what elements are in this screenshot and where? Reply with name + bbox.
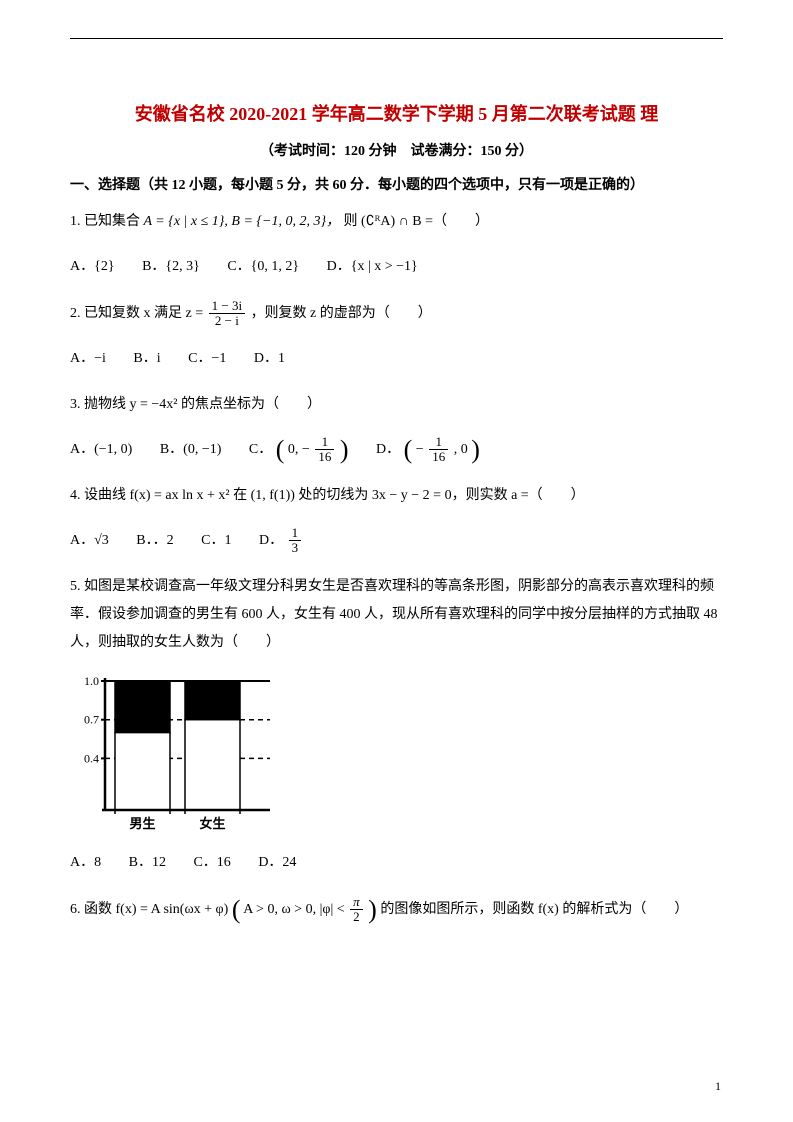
svg-text:1.0: 1.0 bbox=[84, 674, 99, 688]
page-number: 1 bbox=[715, 1079, 721, 1094]
q2-option-a: A．−i bbox=[70, 344, 106, 375]
q4-option-b: B．．2 bbox=[136, 526, 173, 557]
q3-option-a: A．(−1, 0) bbox=[70, 435, 132, 466]
q4-option-a: A．√3 bbox=[70, 526, 109, 557]
exam-subtitle: （考试时间：120 分钟 试卷满分：150 分） bbox=[70, 140, 723, 160]
q4-stem: 4. 设曲线 f(x) = ax ln x + x² 在 (1, f(1)) 处… bbox=[70, 488, 585, 503]
q4-d-den: 3 bbox=[289, 541, 302, 555]
q1-option-b: B．{2, 3} bbox=[142, 252, 200, 283]
q3-c-num: 1 bbox=[315, 435, 334, 450]
q4-d-num: 1 bbox=[289, 526, 302, 541]
q3-c-in1: 0, − bbox=[288, 442, 310, 457]
q3-d-pre: D． bbox=[376, 442, 400, 457]
bar-chart-icon: 0.4 0.7 1.0 男生 女生 bbox=[70, 673, 280, 838]
left-paren-icon: ( bbox=[404, 435, 413, 464]
q2-option-b: B．i bbox=[133, 344, 160, 375]
left-paren-icon: ( bbox=[232, 894, 241, 923]
right-paren-icon: ) bbox=[340, 435, 349, 464]
section-1-heading: 一、选择题（共 12 小题，每小题 5 分，共 60 分．每小题的四个选项中，只… bbox=[70, 174, 723, 194]
q1-stem-math: A = {x | x ≤ 1}, B = {−1, 0, 2, 3}， bbox=[144, 214, 341, 229]
q2-option-c: C．−1 bbox=[188, 344, 226, 375]
q3-option-b: B．(0, −1) bbox=[160, 435, 222, 466]
q3-d-in1: − bbox=[416, 442, 424, 457]
q5-option-d: D．24 bbox=[258, 848, 296, 879]
q2-stem-post: ，则复数 z 的虚部为（ ） bbox=[251, 306, 432, 321]
question-4: 4. 设曲线 f(x) = ax ln x + x² 在 (1, f(1)) 处… bbox=[70, 482, 723, 510]
q2-fraction: 1 − 3i 2 − i bbox=[209, 299, 245, 329]
q3-d-in2: , 0 bbox=[454, 442, 468, 457]
q1-option-a: A．{2} bbox=[70, 252, 115, 283]
q1-option-d: D．{x | x > −1} bbox=[327, 252, 418, 283]
q6-frac-den: 2 bbox=[350, 910, 363, 924]
q6-stem-pre: 6. 函数 f(x) = A sin(ωx + φ) bbox=[70, 902, 232, 917]
question-2-options: A．−i B．i C．−1 D．1 bbox=[70, 344, 723, 375]
q2-frac-num: 1 − 3i bbox=[209, 299, 245, 314]
svg-text:男生: 男生 bbox=[129, 816, 155, 831]
right-paren-icon: ) bbox=[471, 435, 480, 464]
q2-frac-den: 2 − i bbox=[209, 314, 245, 328]
q5-option-a: A．8 bbox=[70, 848, 101, 879]
question-3: 3. 抛物线 y = −4x² 的焦点坐标为（ ） bbox=[70, 391, 723, 419]
q6-stem-post: 的图像如图所示，则函数 f(x) 的解析式为（ ） bbox=[380, 902, 688, 917]
question-3-options: A．(−1, 0) B．(0, −1) C． ( 0, − 1 16 ) D． … bbox=[70, 435, 723, 466]
q1-stem-pre: 1. 已知集合 bbox=[70, 214, 144, 229]
q2-option-d: D．1 bbox=[254, 344, 285, 375]
q5-chart: 0.4 0.7 1.0 男生 女生 bbox=[70, 673, 723, 838]
svg-text:0.7: 0.7 bbox=[84, 713, 99, 727]
q6-frac: π 2 bbox=[350, 895, 363, 925]
right-paren-icon: ) bbox=[368, 894, 377, 923]
svg-text:0.4: 0.4 bbox=[84, 751, 99, 765]
q4-option-d: D． 1 3 bbox=[259, 526, 303, 557]
question-4-options: A．√3 B．．2 C．1 D． 1 3 bbox=[70, 526, 723, 557]
q3-c-den: 16 bbox=[315, 450, 334, 464]
q6-frac-num: π bbox=[350, 895, 363, 910]
q3-option-c: C． ( 0, − 1 16 ) bbox=[249, 435, 349, 466]
q3-d-frac: 1 16 bbox=[429, 435, 448, 465]
q2-stem-pre: 2. 已知复数 x 满足 z = bbox=[70, 306, 207, 321]
q4-option-c: C．1 bbox=[201, 526, 231, 557]
q3-d-num: 1 bbox=[429, 435, 448, 450]
q5-option-b: B．12 bbox=[129, 848, 166, 879]
question-1: 1. 已知集合 A = {x | x ≤ 1}, B = {−1, 0, 2, … bbox=[70, 208, 723, 236]
q3-option-d: D． ( − 1 16 , 0 ) bbox=[376, 435, 480, 466]
svg-text:女生: 女生 bbox=[199, 816, 225, 831]
q3-c-pre: C． bbox=[249, 442, 272, 457]
question-5: 5. 如图是某校调查高一年级文理分科男女生是否喜欢理科的等高条形图，阴影部分的高… bbox=[70, 573, 723, 657]
question-6: 6. 函数 f(x) = A sin(ωx + φ) ( A > 0, ω > … bbox=[70, 895, 723, 925]
q4-d-frac: 1 3 bbox=[289, 526, 302, 556]
q4-d-pre: D． bbox=[259, 533, 283, 548]
q3-stem: 3. 抛物线 y = −4x² 的焦点坐标为（ ） bbox=[70, 397, 321, 412]
header-rule bbox=[70, 38, 723, 39]
q3-d-den: 16 bbox=[429, 450, 448, 464]
left-paren-icon: ( bbox=[276, 435, 285, 464]
q6-cond-pre: A > 0, ω > 0, |φ| < bbox=[243, 902, 348, 917]
question-2: 2. 已知复数 x 满足 z = 1 − 3i 2 − i ，则复数 z 的虚部… bbox=[70, 299, 723, 329]
exam-title: 安徽省名校 2020-2021 学年高二数学下学期 5 月第二次联考试题 理 bbox=[70, 100, 723, 126]
q3-c-frac: 1 16 bbox=[315, 435, 334, 465]
q5-stem: 5. 如图是某校调查高一年级文理分科男女生是否喜欢理科的等高条形图，阴影部分的高… bbox=[70, 579, 718, 650]
q5-option-c: C．16 bbox=[193, 848, 230, 879]
q1-option-c: C．{0, 1, 2} bbox=[227, 252, 299, 283]
question-5-options: A．8 B．12 C．16 D．24 bbox=[70, 848, 723, 879]
question-1-options: A．{2} B．{2, 3} C．{0, 1, 2} D．{x | x > −1… bbox=[70, 252, 723, 283]
q1-stem-post: 则 (∁ᴿA) ∩ B =（ ） bbox=[344, 214, 489, 229]
